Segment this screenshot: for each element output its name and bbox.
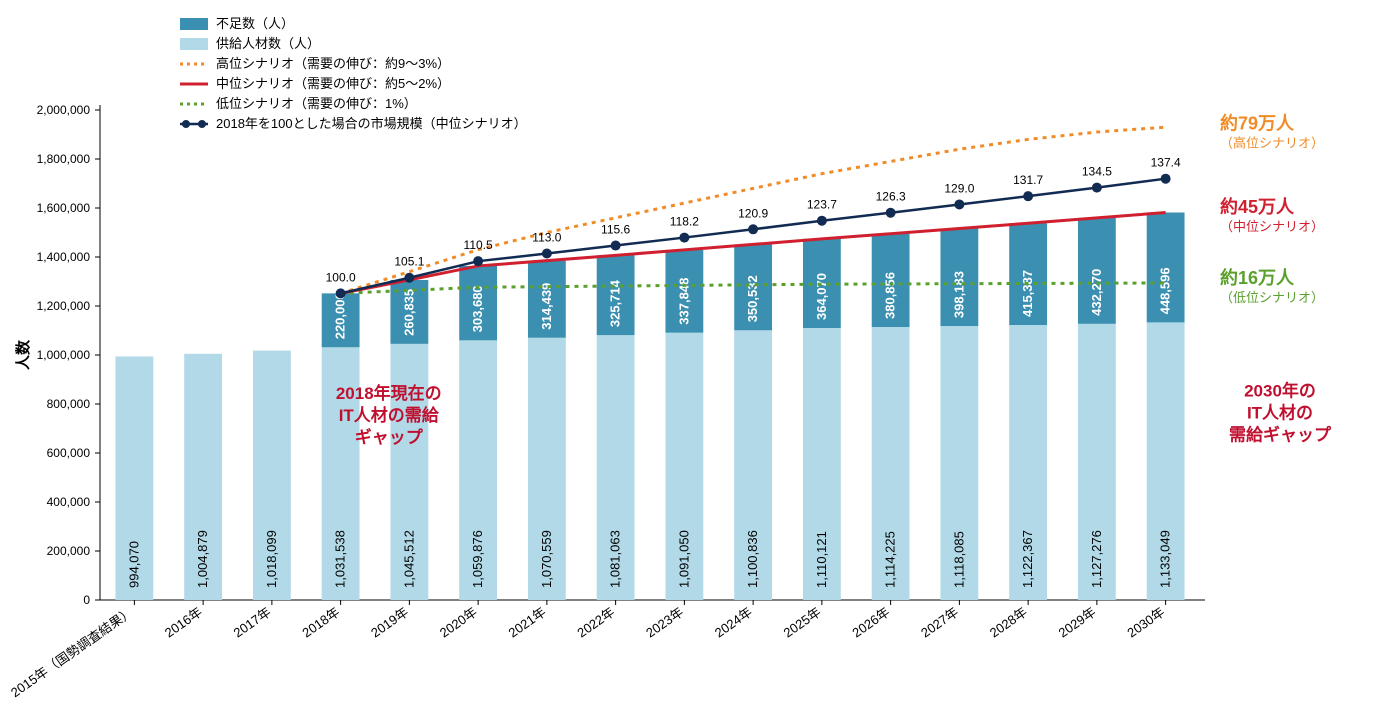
scenario-annotation-big: 約79万人 [1220, 113, 1295, 134]
series-marker [748, 224, 758, 234]
bar-supply-label: 1,091,050 [676, 530, 691, 588]
series-marker [404, 273, 414, 283]
left-callout-line: IT人材の需給 [339, 405, 440, 425]
bar-supply-label: 1,133,049 [1158, 530, 1173, 588]
y-tick-label: 200,000 [47, 544, 91, 558]
series-marker [336, 288, 346, 298]
right-callout-line: 需給ギャップ [1229, 425, 1332, 445]
scenario-annotation-small: （高位シナリオ） [1220, 136, 1324, 151]
bar-supply-label: 1,114,225 [883, 531, 898, 588]
series-marker [473, 256, 483, 266]
scenario-annotation-big: 約16万人 [1220, 267, 1295, 288]
series-marker [817, 216, 827, 226]
legend-label: 不足数（人） [216, 16, 294, 31]
market-index-label: 110.5 [464, 238, 493, 252]
market-index-label: 115.6 [601, 223, 630, 237]
series-marker [1092, 183, 1102, 193]
market-index-label: 100.0 [326, 270, 356, 284]
series-marker [1161, 174, 1171, 184]
y-tick-label: 800,000 [47, 397, 91, 411]
market-index-label: 113.0 [532, 231, 561, 245]
y-axis-label: 人数 [14, 339, 32, 370]
left-callout-line: ギャップ [355, 427, 424, 447]
bar-shortage-label: 303,680 [470, 285, 485, 332]
bar-supply-label: 1,127,276 [1089, 530, 1104, 588]
bar-supply-label: 1,118,085 [951, 531, 966, 588]
bar-shortage-label: 260,835 [401, 289, 416, 336]
bar-shortage-label: 380,856 [883, 272, 898, 319]
legend-swatch [180, 38, 208, 50]
bar-shortage-label: 448,596 [1158, 267, 1173, 314]
y-tick-label: 1,200,000 [37, 299, 91, 313]
chart-svg: 0 200,000 400,000 600,000 800,000 1,000,000 1,… [0, 0, 1378, 725]
legend-label: 中位シナリオ（需要の伸び：約5～2%） [216, 76, 450, 91]
legend-marker [182, 120, 190, 128]
y-tick-label: 1,400,000 [37, 250, 91, 264]
market-index-label: 118.2 [670, 215, 699, 229]
bar-shortage-label: 415,387 [1020, 270, 1035, 317]
series-marker [679, 233, 689, 243]
market-index-label: 105.1 [394, 255, 424, 269]
y-tick-label: 0 [83, 593, 90, 607]
series-marker [954, 199, 964, 209]
market-index-label: 120.9 [738, 206, 768, 220]
y-tick-label: 2,000,000 [37, 103, 91, 117]
legend-swatch [180, 18, 208, 30]
bar-supply-label: 1,100,836 [745, 530, 760, 588]
legend-label: 低位シナリオ（需要の伸び：1%） [216, 96, 417, 111]
legend-label: 2018年を100とした場合の市場規模（中位シナリオ） [216, 116, 527, 131]
bar-supply-label: 1,110,121 [814, 531, 829, 588]
y-tick-label: 600,000 [47, 446, 91, 460]
bar-shortage-label: 220,000 [333, 292, 348, 339]
bar-shortage-label: 314,439 [539, 283, 554, 330]
y-tick-label: 1,000,000 [37, 348, 91, 362]
market-index-label: 126.3 [876, 190, 906, 204]
bar-supply-label: 1,004,879 [195, 530, 210, 588]
legend-label: 供給人材数（人） [216, 36, 320, 51]
legend-marker [198, 120, 206, 128]
bar-shortage-label: 432,270 [1089, 269, 1104, 316]
y-tick-label: 1,800,000 [37, 152, 91, 166]
y-tick-label: 1,600,000 [37, 201, 91, 215]
market-index-label: 131.7 [1013, 173, 1043, 187]
bar-supply-label: 1,045,512 [401, 530, 416, 588]
chart-container: 0 200,000 400,000 600,000 800,000 1,000,000 1,… [0, 0, 1378, 725]
bar-supply-label: 1,031,538 [333, 530, 348, 588]
bar-supply-label: 1,122,367 [1020, 530, 1035, 588]
bar-supply-label: 1,081,063 [608, 530, 623, 588]
y-tick-label: 400,000 [47, 495, 91, 509]
market-index-label: 134.5 [1082, 165, 1112, 179]
bar-shortage-label: 398,183 [951, 271, 966, 318]
bar-supply-label: 1,059,876 [470, 530, 485, 588]
right-callout-line: IT人材の [1247, 403, 1313, 423]
series-marker [886, 208, 896, 218]
legend-label: 高位シナリオ（需要の伸び：約9～3%） [216, 56, 450, 71]
left-callout-line: 2018年現在の [336, 383, 442, 403]
bar-supply-label: 994,070 [126, 541, 141, 588]
bar-supply-label: 1,018,099 [264, 530, 279, 588]
bar-shortage-label: 364,070 [814, 273, 829, 320]
market-index-label: 137.4 [1151, 156, 1181, 170]
scenario-annotation-big: 約45万人 [1220, 196, 1295, 217]
market-index-label: 129.0 [944, 181, 974, 195]
bar-shortage-label: 350,532 [745, 275, 760, 322]
right-callout-line: 2030年の [1244, 381, 1316, 401]
scenario-annotation-small: （中位シナリオ） [1220, 219, 1324, 234]
market-index-label: 123.7 [807, 198, 837, 212]
bar-supply-label: 1,070,559 [539, 530, 554, 588]
scenario-annotation-small: （低位シナリオ） [1220, 290, 1324, 305]
series-marker [1023, 191, 1033, 201]
series-marker [542, 249, 552, 259]
series-marker [611, 241, 621, 251]
